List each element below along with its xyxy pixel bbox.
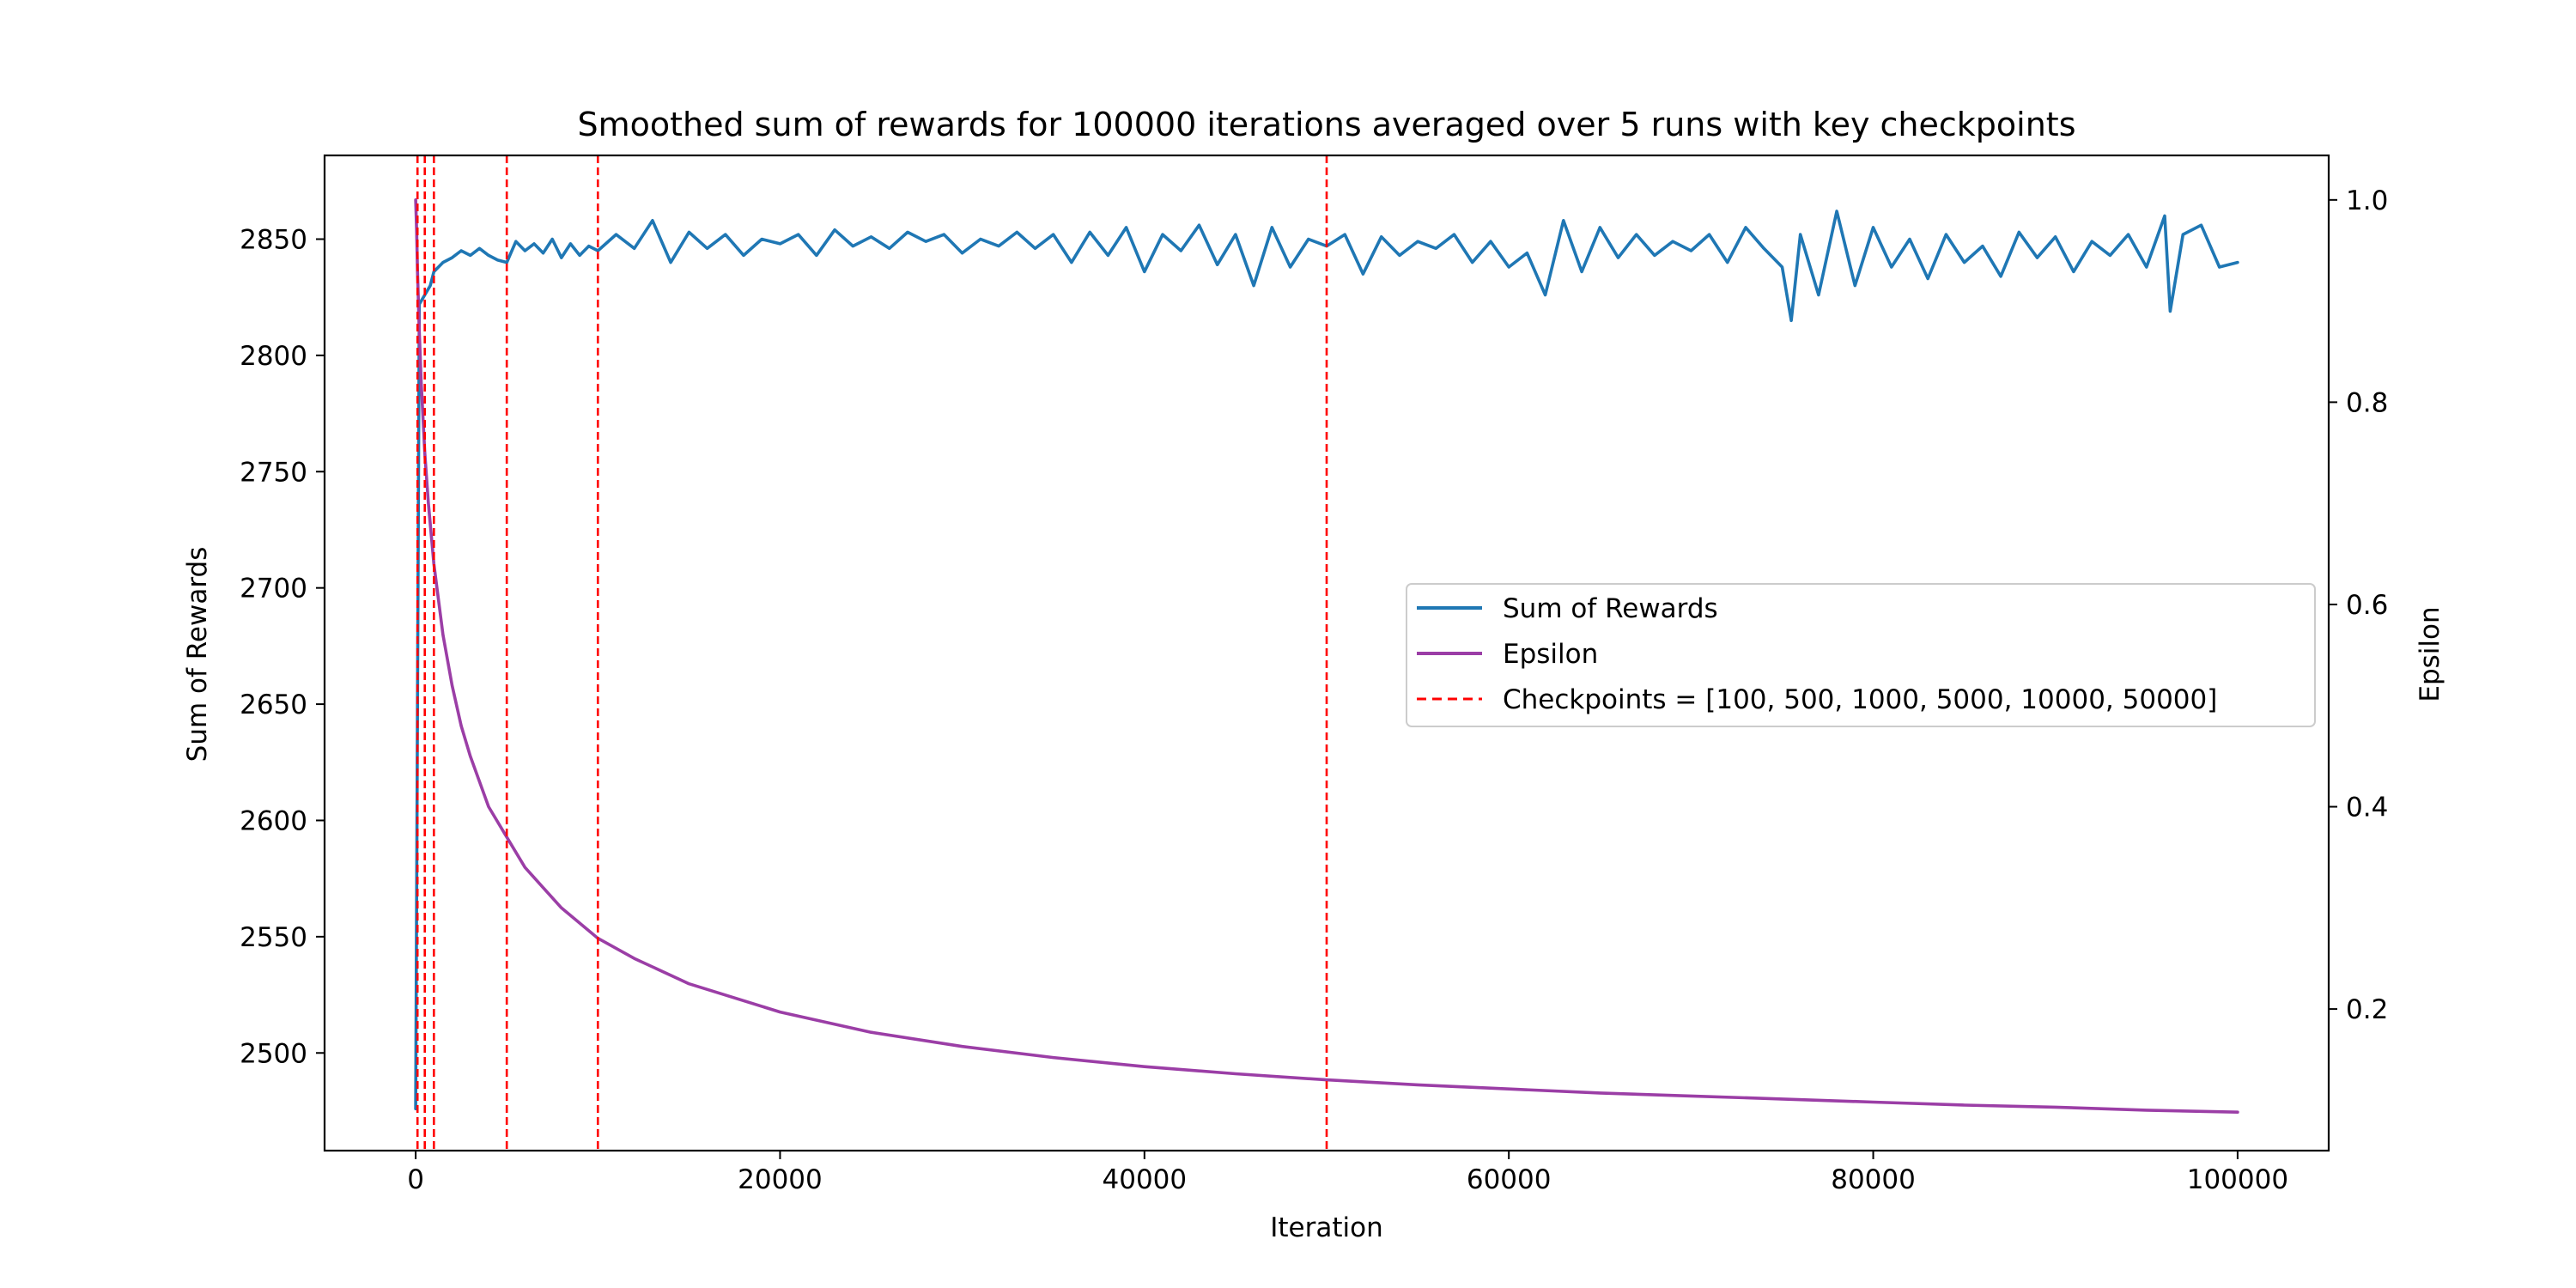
y-tick-label-right: 0.6 (2346, 590, 2388, 621)
legend: Sum of Rewards Epsilon Checkpoints = [100,… (1406, 583, 2316, 727)
x-tick-label: 40000 (1103, 1164, 1188, 1195)
plot-area (414, 155, 2239, 1151)
legend-label: Epsilon (1503, 639, 1598, 670)
legend-box (1406, 583, 2316, 727)
x-tick-label: 20000 (738, 1164, 823, 1195)
legend-label: Checkpoints = [100, 500, 1000, 5000, 100… (1503, 684, 2217, 715)
y-tick-label-left: 2600 (240, 805, 307, 836)
y-tick-label-left: 2650 (240, 690, 307, 720)
y-tick-label-left: 2850 (240, 224, 307, 255)
y-tick-label-left: 2750 (240, 457, 307, 488)
axes: 0 20000 40000 60000 80000 100000 2500 2550 2600 2… (240, 154, 2388, 1195)
y-axis-title-left: Sum of Rewards (182, 547, 213, 762)
y-tick-label-left: 2800 (240, 341, 307, 372)
x-tick-label: 100000 (2187, 1164, 2288, 1195)
y-tick-label-right: 0.2 (2346, 994, 2388, 1025)
rewards-series-line (414, 210, 2239, 1111)
x-axis-title: Iteration (1270, 1212, 1383, 1243)
chart-title: Smoothed sum of rewards for 100000 itera… (577, 106, 2075, 143)
y-tick-label-right: 0.8 (2346, 387, 2388, 418)
legend-label: Sum of Rewards (1503, 593, 1718, 624)
x-tick-label: 60000 (1467, 1164, 1552, 1195)
y-tick-label-left: 2550 (240, 922, 307, 953)
x-tick-label: 80000 (1831, 1164, 1916, 1195)
x-tick-label: 0 (407, 1164, 424, 1195)
y-tick-label-right: 1.0 (2346, 185, 2388, 216)
plot-frame (323, 154, 2330, 1152)
y-tick-label-left: 2500 (240, 1038, 307, 1069)
y-tick-label-right: 0.4 (2346, 793, 2388, 823)
epsilon-series-line (414, 198, 2239, 1114)
y-tick-label-left: 2700 (240, 574, 307, 605)
y-axis-title-right: Epsilon (2415, 606, 2445, 702)
